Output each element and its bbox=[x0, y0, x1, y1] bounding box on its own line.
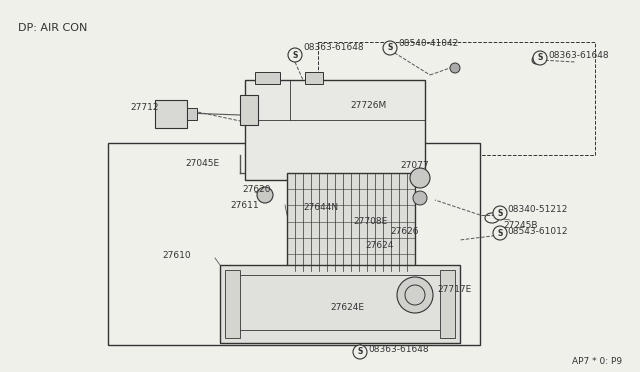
Text: 27624E: 27624E bbox=[330, 304, 364, 312]
Text: S: S bbox=[538, 54, 543, 62]
Text: 08340-51212: 08340-51212 bbox=[507, 205, 568, 215]
Text: 27620: 27620 bbox=[242, 186, 271, 195]
Text: 27726M: 27726M bbox=[350, 100, 387, 109]
Circle shape bbox=[353, 345, 367, 359]
Text: S: S bbox=[292, 51, 298, 60]
Bar bbox=[155, 100, 187, 128]
Text: S: S bbox=[497, 208, 502, 218]
Text: S: S bbox=[357, 347, 363, 356]
Text: 08540-41042: 08540-41042 bbox=[398, 39, 458, 48]
Circle shape bbox=[413, 191, 427, 205]
Circle shape bbox=[493, 206, 507, 220]
Circle shape bbox=[532, 56, 540, 64]
Circle shape bbox=[288, 48, 302, 62]
Circle shape bbox=[493, 226, 507, 240]
Text: 27644N: 27644N bbox=[303, 203, 338, 212]
Text: 08543-61012: 08543-61012 bbox=[507, 228, 568, 237]
Text: 27077: 27077 bbox=[400, 160, 429, 170]
Bar bbox=[235, 275, 445, 330]
Text: 08363-61648: 08363-61648 bbox=[303, 44, 364, 52]
Text: AP7 * 0: P9: AP7 * 0: P9 bbox=[572, 357, 622, 366]
Text: 27712: 27712 bbox=[130, 103, 159, 112]
Text: 27245B: 27245B bbox=[503, 221, 538, 230]
Bar bbox=[220, 265, 460, 343]
Bar bbox=[287, 173, 415, 271]
Bar bbox=[240, 95, 258, 125]
Text: S: S bbox=[497, 228, 502, 237]
Circle shape bbox=[257, 187, 273, 203]
Circle shape bbox=[410, 168, 430, 188]
Bar bbox=[440, 270, 455, 338]
Text: 27708E: 27708E bbox=[353, 218, 387, 227]
Circle shape bbox=[533, 51, 547, 65]
Bar bbox=[305, 72, 323, 84]
Text: 08363-61648: 08363-61648 bbox=[548, 51, 609, 60]
Circle shape bbox=[450, 63, 460, 73]
Text: 27717E: 27717E bbox=[437, 285, 471, 295]
Text: 27626: 27626 bbox=[390, 228, 419, 237]
Text: 27045E: 27045E bbox=[185, 158, 219, 167]
Text: 27611: 27611 bbox=[230, 201, 259, 209]
Text: 27624: 27624 bbox=[365, 241, 394, 250]
Text: S: S bbox=[387, 44, 393, 52]
Bar bbox=[187, 108, 197, 120]
Text: DP: AIR CON: DP: AIR CON bbox=[18, 23, 88, 33]
Bar bbox=[225, 270, 240, 338]
Text: 08363-61648: 08363-61648 bbox=[368, 346, 429, 355]
Circle shape bbox=[397, 277, 433, 313]
Circle shape bbox=[383, 41, 397, 55]
Bar bbox=[245, 80, 425, 180]
Bar bbox=[108, 143, 480, 345]
Bar bbox=[255, 72, 280, 84]
Text: 27610: 27610 bbox=[162, 250, 191, 260]
